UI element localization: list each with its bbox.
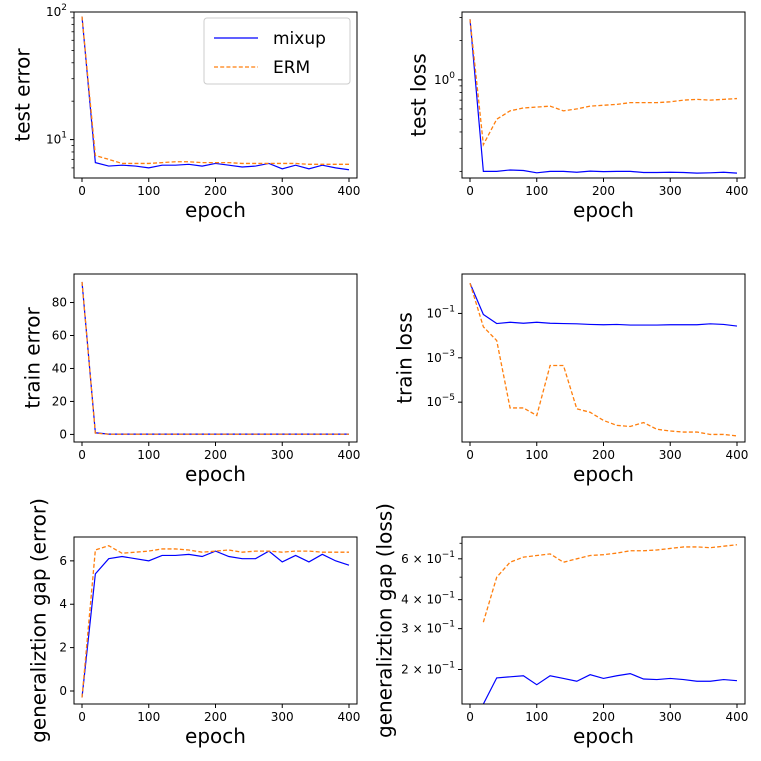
x-axis-label: epoch (573, 198, 634, 222)
y-tick-label: 4 × 10−1 (401, 591, 455, 607)
y-tick-label: 10−1 (426, 304, 455, 320)
x-axis-label: epoch (573, 462, 634, 486)
y-tick-label: 10−3 (426, 349, 455, 365)
x-tick-label: 0 (466, 184, 474, 198)
series-line-erm (469, 283, 738, 437)
x-tick-label: 300 (659, 448, 682, 462)
x-tick-label: 100 (137, 184, 160, 198)
panel-train-loss: 0 100 200 300 400 10−1 10−3 10−5 epoch train loss (393, 273, 749, 486)
y-tick-label: 2 × 10−1 (401, 660, 455, 676)
y-tick-label: 6 (59, 554, 67, 568)
x-tick-label: 0 (466, 448, 474, 462)
x-tick-label: 400 (726, 448, 749, 462)
x-axis-label: epoch (185, 724, 246, 748)
x-tick-label: 200 (204, 184, 227, 198)
x-tick-label: 0 (78, 710, 86, 724)
x-tick-label: 400 (726, 184, 749, 198)
x-tick-label: 300 (659, 184, 682, 198)
x-tick-label: 0 (78, 184, 86, 198)
panel-test-loss: 0 100 200 300 400 100 epoch test loss (407, 11, 749, 222)
x-tick-label: 300 (271, 710, 294, 724)
series-line-mixup (482, 672, 738, 704)
x-tick-label: 100 (525, 184, 548, 198)
panel-train-error: 0 100 200 300 400 0 20 40 60 80 epoch train error (21, 273, 361, 486)
y-tick-label: 3 × 10−1 (401, 620, 455, 636)
legend-erm-label: ERM (273, 58, 310, 78)
panel-test-error: 0 100 200 300 400 101 102 epoch test error (11, 3, 361, 222)
y-axis-label: train error (21, 307, 45, 409)
series-line-erm (81, 281, 349, 435)
y-tick-label: 2 (59, 641, 67, 655)
series-line-mixup (81, 16, 350, 171)
y-tick-label: 80 (52, 296, 67, 310)
x-tick-label: 200 (204, 448, 227, 462)
y-axis-label: test error (11, 48, 35, 142)
series-line-erm (81, 544, 349, 698)
series-line-mixup (469, 283, 738, 327)
x-tick-label: 100 (137, 710, 160, 724)
series-line-erm (81, 16, 349, 165)
x-tick-label: 400 (338, 448, 361, 462)
y-tick-label: 20 (52, 394, 67, 408)
y-tick-label: 60 (52, 328, 67, 342)
x-tick-label: 0 (78, 448, 86, 462)
y-tick-label: 100 (434, 71, 455, 87)
x-tick-label: 100 (525, 710, 548, 724)
y-tick-label: 101 (46, 131, 67, 147)
x-tick-label: 200 (592, 448, 615, 462)
x-tick-label: 400 (338, 184, 361, 198)
y-tick-label: 10−5 (426, 393, 455, 409)
x-axis-label: epoch (185, 462, 246, 486)
x-tick-label: 400 (338, 710, 361, 724)
series-line-mixup (469, 19, 738, 174)
series-line-erm (469, 19, 738, 147)
series-line-erm (482, 544, 738, 623)
y-axis-label: generaliztion gap (loss) (373, 503, 397, 738)
y-axis-label: test loss (407, 53, 431, 136)
x-tick-label: 400 (726, 710, 749, 724)
x-tick-label: 100 (525, 448, 548, 462)
y-axis-label: generaliztion gap (error) (27, 498, 51, 743)
panel-gap-error: 0 100 200 300 400 0 2 4 6 epoch generaliztion gap … (27, 498, 361, 748)
y-tick-label: 0 (59, 427, 67, 441)
y-tick-label: 40 (52, 361, 67, 375)
x-tick-label: 200 (592, 710, 615, 724)
x-tick-label: 200 (592, 184, 615, 198)
y-tick-label: 102 (46, 3, 67, 19)
x-tick-label: 100 (137, 448, 160, 462)
legend: mixup ERM (203, 17, 351, 85)
x-axis-label: epoch (185, 198, 246, 222)
x-tick-label: 300 (271, 448, 294, 462)
y-tick-label: 4 (59, 597, 67, 611)
y-tick-label: 6 × 10−1 (401, 550, 455, 566)
legend-mixup-label: mixup (273, 29, 326, 49)
x-tick-label: 300 (659, 710, 682, 724)
x-tick-label: 0 (466, 710, 474, 724)
series-line-mixup (81, 550, 350, 698)
x-tick-label: 300 (271, 184, 294, 198)
y-axis-label: train loss (393, 312, 417, 404)
y-tick-label: 0 (59, 684, 67, 698)
panel-gap-loss: 0 100 200 300 400 6 × 10−1 4 × 10−1 3 × 10−1 2 ×… (373, 503, 749, 748)
x-axis-label: epoch (573, 724, 634, 748)
x-tick-label: 200 (204, 710, 227, 724)
